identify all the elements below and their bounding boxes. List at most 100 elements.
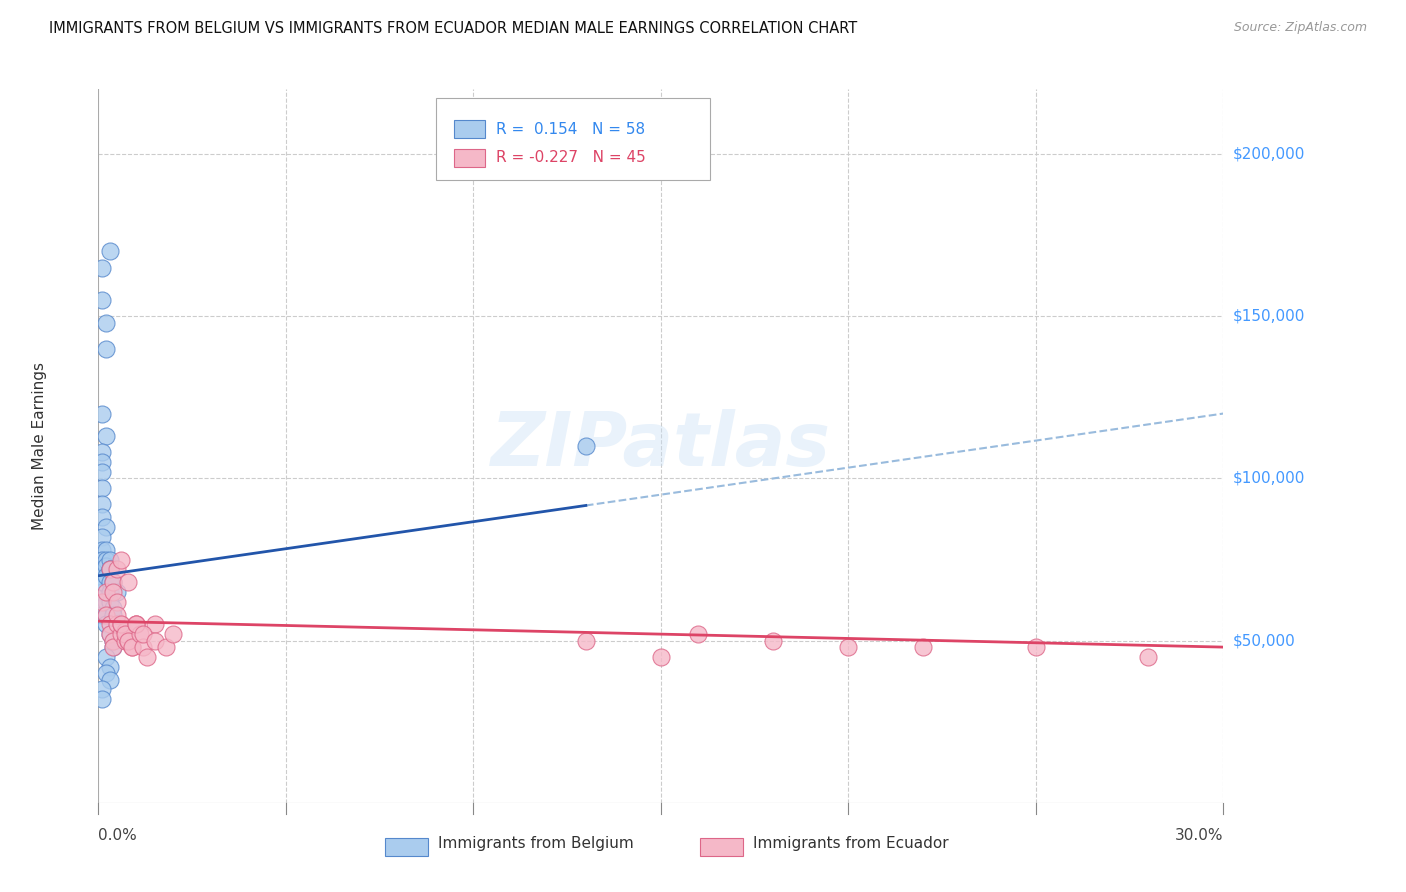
Point — [98, 585, 121, 599]
Point — [837, 640, 859, 654]
Point — [94, 552, 117, 566]
Point — [91, 575, 114, 590]
Point — [98, 673, 121, 687]
Text: IMMIGRANTS FROM BELGIUM VS IMMIGRANTS FROM ECUADOR MEDIAN MALE EARNINGS CORRELAT: IMMIGRANTS FROM BELGIUM VS IMMIGRANTS FR… — [49, 21, 858, 36]
Point — [105, 562, 128, 576]
Point — [575, 633, 598, 648]
Point — [91, 530, 114, 544]
Point — [94, 342, 117, 356]
Point — [143, 633, 166, 648]
Point — [132, 627, 155, 641]
Point — [98, 562, 121, 576]
Point — [91, 552, 114, 566]
Point — [91, 455, 114, 469]
Point — [94, 568, 117, 582]
Point — [91, 562, 114, 576]
Point — [103, 633, 125, 648]
Point — [91, 585, 114, 599]
Point — [162, 627, 184, 641]
Point — [103, 633, 125, 648]
Point — [103, 640, 125, 654]
Point — [575, 439, 598, 453]
Point — [105, 617, 128, 632]
Point — [98, 595, 121, 609]
Point — [688, 627, 710, 641]
Point — [94, 542, 117, 557]
Point — [117, 633, 139, 648]
Point — [91, 575, 114, 590]
Text: $150,000: $150,000 — [1233, 309, 1305, 324]
Point — [91, 575, 114, 590]
Point — [103, 640, 125, 654]
Point — [91, 692, 114, 706]
Point — [94, 520, 117, 534]
Text: Source: ZipAtlas.com: Source: ZipAtlas.com — [1233, 21, 1367, 34]
Point — [94, 617, 117, 632]
Point — [98, 627, 121, 641]
Text: $50,000: $50,000 — [1233, 633, 1296, 648]
Point — [105, 617, 128, 632]
Point — [91, 542, 114, 557]
Point — [1137, 649, 1160, 664]
Point — [91, 445, 114, 459]
Text: Immigrants from Belgium: Immigrants from Belgium — [439, 836, 634, 851]
Point — [110, 627, 132, 641]
Point — [117, 575, 139, 590]
Point — [91, 552, 114, 566]
Point — [1025, 640, 1047, 654]
Point — [94, 607, 117, 622]
Point — [103, 575, 125, 590]
Point — [91, 407, 114, 421]
Text: 0.0%: 0.0% — [98, 828, 138, 843]
Point — [91, 481, 114, 495]
Point — [91, 607, 114, 622]
Point — [125, 617, 148, 632]
Point — [91, 497, 114, 511]
Point — [94, 316, 117, 330]
Point — [94, 649, 117, 664]
Point — [105, 607, 128, 622]
Point — [98, 617, 121, 632]
Point — [98, 552, 121, 566]
Point — [155, 640, 177, 654]
Point — [110, 617, 132, 632]
Point — [98, 562, 121, 576]
Point — [94, 568, 117, 582]
Point — [114, 627, 136, 641]
Text: R = -0.227   N = 45: R = -0.227 N = 45 — [496, 151, 647, 165]
Point — [114, 624, 136, 638]
Point — [110, 552, 132, 566]
Point — [94, 607, 117, 622]
Point — [98, 575, 121, 590]
Point — [125, 617, 148, 632]
Point — [103, 575, 125, 590]
Point — [103, 607, 125, 622]
Point — [132, 640, 155, 654]
Point — [91, 585, 114, 599]
Text: R =  0.154   N = 58: R = 0.154 N = 58 — [496, 122, 645, 136]
Point — [91, 293, 114, 307]
Point — [91, 568, 114, 582]
Point — [91, 601, 114, 615]
Point — [94, 595, 117, 609]
Point — [91, 260, 114, 275]
Point — [91, 510, 114, 524]
Point — [114, 633, 136, 648]
Point — [91, 595, 114, 609]
Point — [94, 585, 117, 599]
Point — [117, 633, 139, 648]
Point — [91, 682, 114, 697]
Point — [105, 585, 128, 599]
Text: ZIPatlas: ZIPatlas — [491, 409, 831, 483]
Point — [121, 640, 143, 654]
Point — [136, 649, 159, 664]
Point — [98, 562, 121, 576]
Point — [912, 640, 935, 654]
Point — [103, 585, 125, 599]
Point — [125, 617, 148, 632]
FancyBboxPatch shape — [700, 838, 742, 856]
Point — [650, 649, 672, 664]
Point — [128, 627, 150, 641]
Point — [94, 559, 117, 574]
Point — [110, 617, 132, 632]
